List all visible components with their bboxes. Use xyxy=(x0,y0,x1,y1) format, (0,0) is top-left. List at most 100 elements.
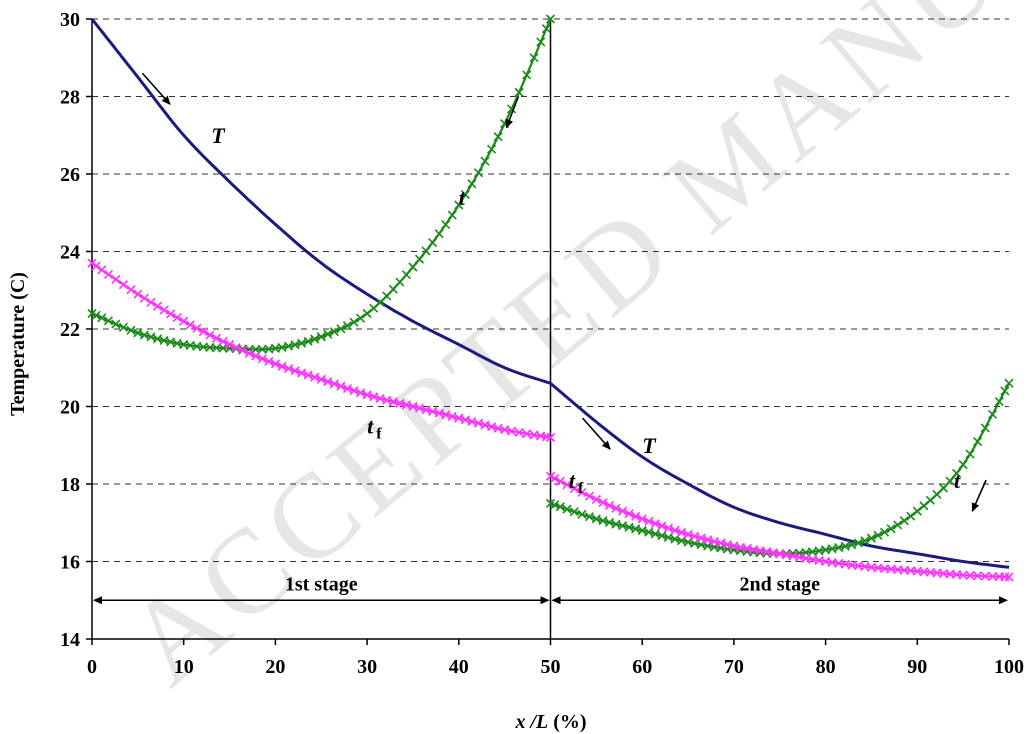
series-point-tf1-25 xyxy=(251,351,261,361)
series-point-tf2-19 xyxy=(670,525,680,535)
series-point-t1-31 xyxy=(290,340,300,350)
series-point-t2-1 xyxy=(550,500,560,510)
series-point-tf1-23 xyxy=(238,345,248,355)
curve-label-5: t xyxy=(954,468,961,493)
series-point-t1-6 xyxy=(126,325,136,335)
series-point-t2-46 xyxy=(847,540,857,550)
series-point-tf1-50 xyxy=(414,403,425,413)
series-point-tf1-7 xyxy=(133,289,143,299)
series-point-t2-54 xyxy=(899,516,909,526)
curve-label-symbol: T xyxy=(642,433,657,458)
series-point-t2-11 xyxy=(617,521,628,531)
y-tick-label-14: 14 xyxy=(60,629,80,651)
x-tick-label-30: 30 xyxy=(357,656,377,678)
series-point-tf2-65 xyxy=(973,571,983,581)
series-point-tf1-16 xyxy=(192,323,202,333)
series-point-tf1-3 xyxy=(103,269,114,280)
series-point-tf1-60 xyxy=(480,420,490,430)
series-point-tf1-2 xyxy=(97,265,107,275)
series-point-tf2-7 xyxy=(591,494,601,505)
series-point-tf1-52 xyxy=(428,406,438,417)
series-point-t1-4 xyxy=(111,319,121,329)
y-tick-label-16: 16 xyxy=(60,552,80,574)
series-point-tf2-9 xyxy=(604,500,615,510)
series-point-tf1-55 xyxy=(447,411,457,422)
series-point-tf2-16 xyxy=(650,519,660,529)
series-point-tf2-8 xyxy=(598,497,608,508)
series-point-t2-3 xyxy=(562,504,572,514)
series-point-t2-55 xyxy=(906,511,916,521)
y-tick-label-24: 24 xyxy=(60,242,80,264)
x-tick-label-40: 40 xyxy=(449,656,469,678)
series-point-t1-66 xyxy=(522,70,532,80)
series-point-t2-65 xyxy=(973,436,983,447)
series-point-tf1-29 xyxy=(277,361,287,371)
series-point-tf1-34 xyxy=(310,372,320,382)
series-point-tf2-25 xyxy=(709,536,719,547)
series-point-tf1-45 xyxy=(382,395,392,405)
y-axis-title: Temperature (C) xyxy=(7,272,29,416)
series-point-t1-9 xyxy=(146,332,156,342)
series-point-t1-54 xyxy=(441,220,451,230)
series-point-tf2-22 xyxy=(690,531,700,541)
series-point-t1-61 xyxy=(486,144,497,154)
y-tick-label-18: 18 xyxy=(60,474,80,496)
direction-arrow-3 xyxy=(971,479,987,513)
series-point-t2-64 xyxy=(965,449,975,459)
series-point-t2-9 xyxy=(604,517,615,528)
series-point-tf1-20 xyxy=(218,336,228,346)
x-tick-label-0: 0 xyxy=(87,656,97,678)
series-point-tf1-58 xyxy=(467,416,477,427)
series-point-t2-60 xyxy=(938,483,949,493)
series-point-t1-3 xyxy=(103,316,114,326)
series-point-tf1-41 xyxy=(355,388,366,398)
series-point-tf2-63 xyxy=(958,570,968,580)
series-point-t1-67 xyxy=(529,53,539,63)
series-point-t2-10 xyxy=(611,519,621,529)
direction-arrow-1 xyxy=(505,96,520,129)
series-point-t2-52 xyxy=(886,524,896,534)
stage-label-1: 1st stage xyxy=(285,573,358,595)
series-point-t2-56 xyxy=(912,506,922,516)
series-point-tf1-30 xyxy=(283,364,294,374)
series-T1 xyxy=(90,18,551,385)
series-point-tf2-2 xyxy=(555,476,565,486)
series-point-t1-55 xyxy=(447,210,457,220)
series-point-tf1-22 xyxy=(231,342,241,353)
series-point-tf2-21 xyxy=(683,529,693,539)
curve-label-subscript: f xyxy=(376,426,382,443)
y-tick-label-22: 22 xyxy=(60,319,80,341)
series-point-t1-68 xyxy=(536,37,546,47)
series-point-t1-46 xyxy=(388,284,398,294)
watermark: ACCEPTED MANUSCRIPT xyxy=(101,0,1032,710)
series-point-tf2-4 xyxy=(569,484,579,494)
series-point-tf1-33 xyxy=(303,370,313,380)
series-point-t1-57 xyxy=(460,190,470,200)
series-point-tf1-65 xyxy=(514,427,524,438)
series-point-t1-70 xyxy=(545,14,556,24)
series-point-tf1-54 xyxy=(441,410,451,420)
series-point-tf2-11 xyxy=(617,506,628,516)
series-point-tf2-66 xyxy=(980,571,990,581)
series-point-tf2-15 xyxy=(644,516,654,526)
series-point-tf1-17 xyxy=(198,327,208,337)
series-point-tf1-64 xyxy=(507,426,517,436)
direction-arrow-2 xyxy=(581,417,611,450)
series-point-t1-35 xyxy=(316,332,326,342)
series-point-tf1-63 xyxy=(500,425,510,435)
series-line-T1 xyxy=(90,18,551,385)
x-tick-label-70: 70 xyxy=(724,656,744,678)
series-point-t1-5 xyxy=(118,322,128,332)
series-point-t2-8 xyxy=(598,516,608,526)
series-point-tf1-53 xyxy=(434,408,444,418)
series-point-tf1-24 xyxy=(244,348,254,358)
series-point-t2-12 xyxy=(624,522,634,532)
series-point-tf1-11 xyxy=(159,305,169,315)
series-point-tf1-18 xyxy=(205,330,215,340)
series-point-tf1-8 xyxy=(139,293,149,303)
series-point-t1-40 xyxy=(349,317,359,327)
series-point-t2-15 xyxy=(644,527,654,537)
series-point-t2-18 xyxy=(663,532,673,542)
series-point-t1-10 xyxy=(152,334,163,344)
series-point-tf1-27 xyxy=(264,356,274,366)
